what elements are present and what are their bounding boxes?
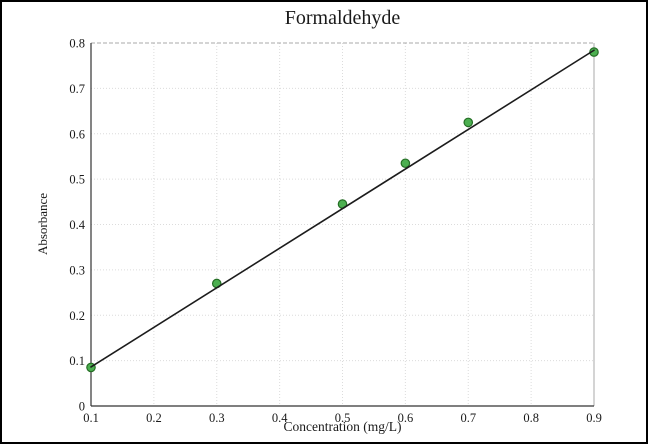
y-tick-label: 0.3 <box>69 263 85 277</box>
x-tick-label: 0.3 <box>209 411 225 425</box>
y-tick-label: 0.4 <box>69 218 85 232</box>
y-tick-label: 0 <box>79 400 85 414</box>
y-tick-label: 0.7 <box>69 82 85 96</box>
data-point <box>463 117 474 128</box>
x-tick-label: 0.4 <box>272 411 288 425</box>
linear-fit-line <box>90 49 595 368</box>
x-tick-label: 0.8 <box>523 411 539 425</box>
x-tick-label: 0.2 <box>146 411 162 425</box>
x-tick-label: 0.7 <box>460 411 476 425</box>
x-tick-label: 0.9 <box>586 411 602 425</box>
y-tick-label: 0.1 <box>69 354 85 368</box>
chart-title: Formaldehyde <box>284 7 401 29</box>
y-tick-label: 0.8 <box>69 37 85 51</box>
x-tick-label: 0.6 <box>398 411 414 425</box>
data-point <box>400 158 411 169</box>
y-tick-label: 0.2 <box>69 309 85 323</box>
y-tick-label: 0.5 <box>69 173 85 187</box>
x-tick-label: 0.1 <box>83 411 99 425</box>
x-tick-label: 0.5 <box>335 411 351 425</box>
x-axis-label: Concentration (mg/L) <box>283 419 402 434</box>
y-tick-label: 0.6 <box>69 127 85 141</box>
